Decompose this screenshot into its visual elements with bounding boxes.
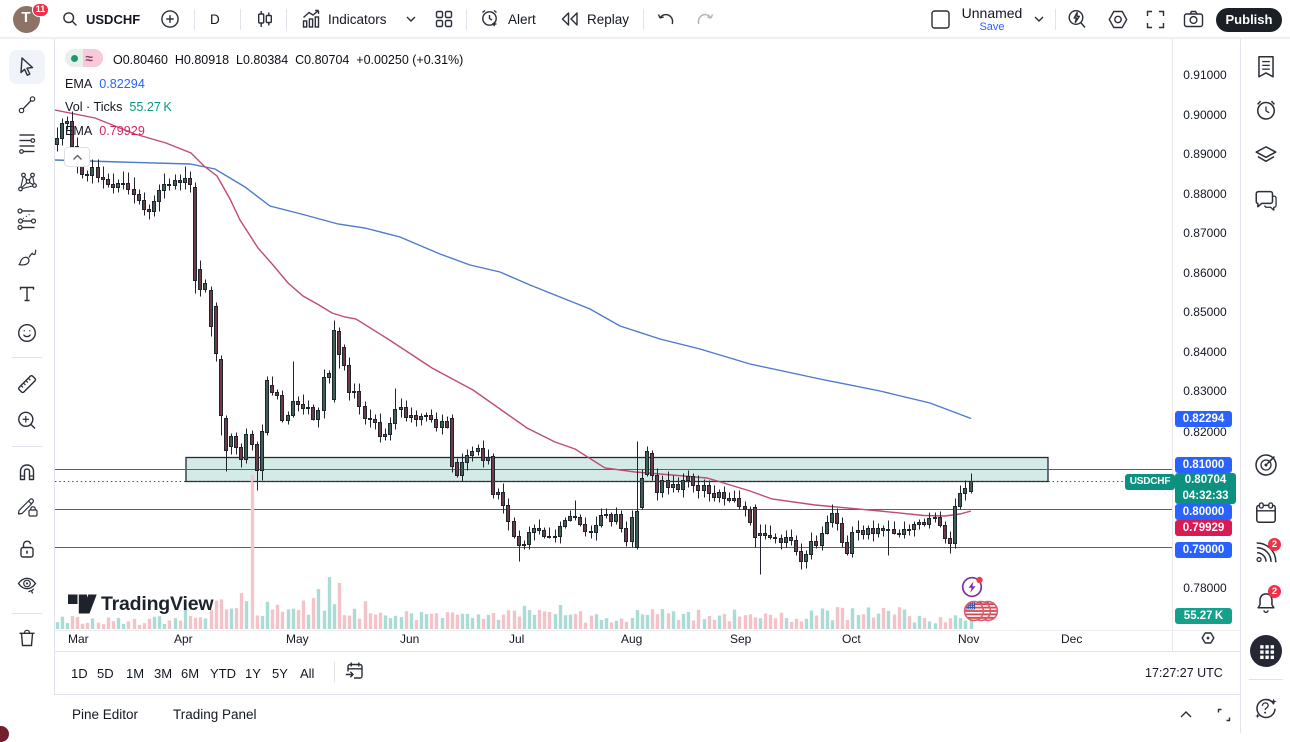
svg-text:TradingView: TradingView xyxy=(101,593,214,615)
